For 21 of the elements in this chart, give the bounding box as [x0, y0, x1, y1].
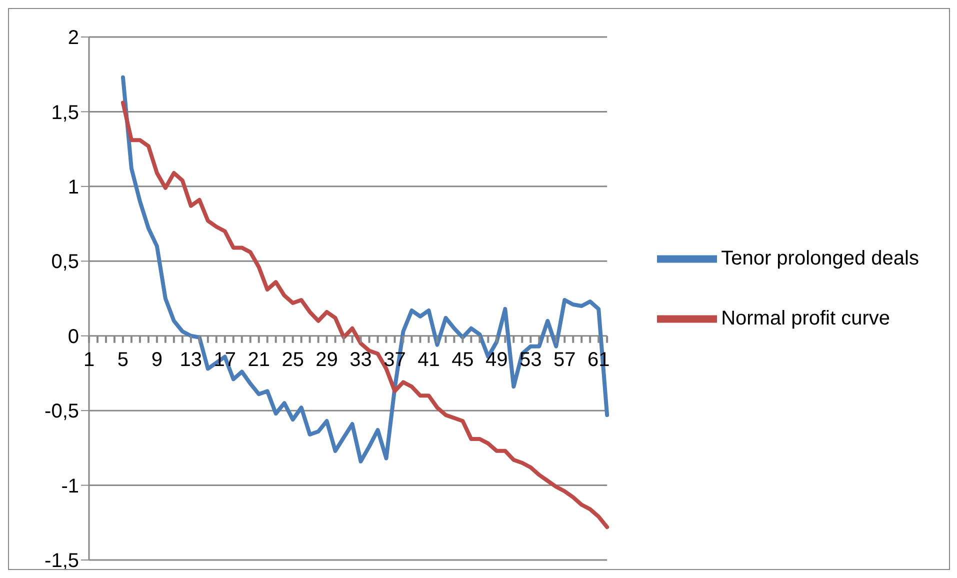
y-tick-label: 1	[68, 176, 79, 199]
x-tick-label: 29	[316, 348, 338, 371]
x-tick-label: 41	[418, 348, 440, 371]
y-tick-label: -0,5	[44, 400, 79, 423]
y-tick-label: -1	[61, 475, 79, 498]
y-tick-label: 0,5	[51, 251, 79, 274]
x-tick-label: 9	[151, 348, 163, 371]
legend-label: Tenor prolonged deals	[721, 247, 919, 270]
x-tick-label: 1	[83, 348, 95, 371]
legend-label: Normal profit curve	[721, 307, 890, 330]
y-tick-label: 2	[68, 27, 79, 50]
x-tick-label: 13	[180, 348, 202, 371]
x-tick-label: 5	[117, 348, 129, 371]
x-tick-label: 33	[350, 348, 372, 371]
x-tick-label: 49	[486, 348, 508, 371]
x-tick-label: 45	[452, 348, 474, 371]
y-tick-label: 1,5	[51, 102, 79, 124]
x-tick-label: 21	[248, 348, 270, 371]
y-tick-label: 0	[68, 326, 79, 348]
x-tick-label: 57	[553, 348, 576, 371]
x-tick-label: 25	[282, 348, 304, 371]
